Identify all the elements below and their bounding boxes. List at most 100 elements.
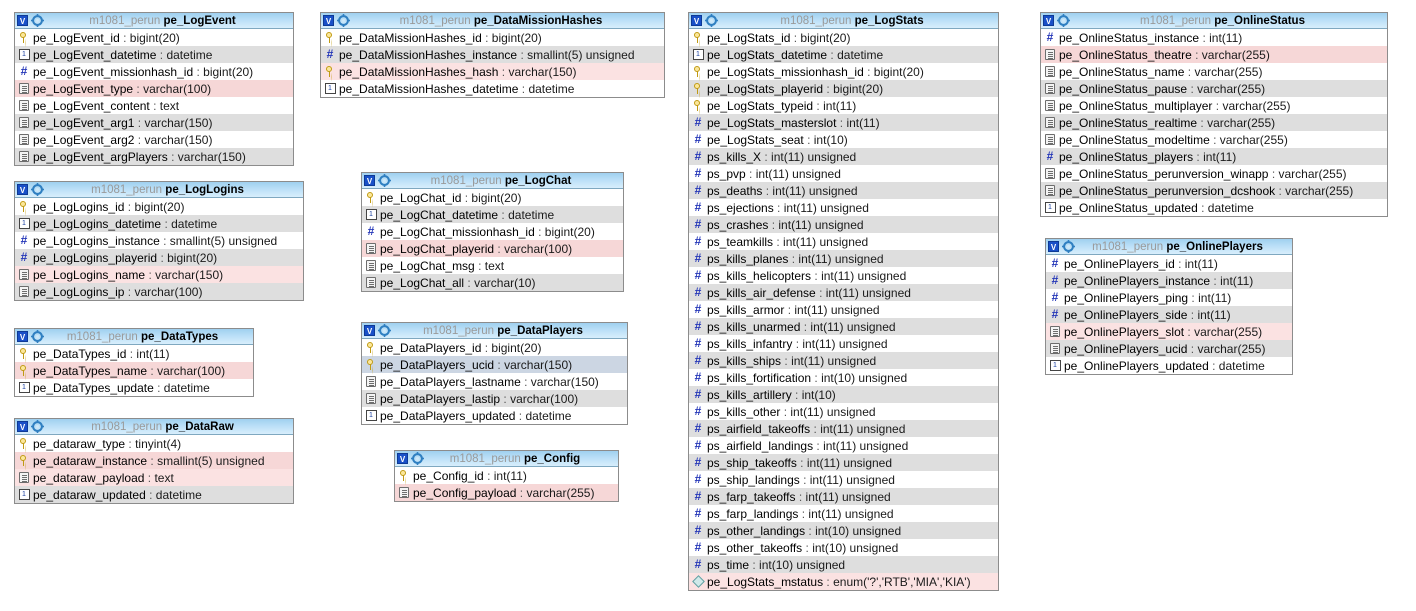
column-row[interactable]: # pe_OnlinePlayers_instance : int(11) <box>1046 272 1292 289</box>
column-row[interactable]: # ps_other_takeoffs : int(10) unsigned <box>689 539 998 556</box>
column-row[interactable]: # ps_kills_fortification : int(10) unsign… <box>689 369 998 386</box>
column-row[interactable]: pe_Config_payload : varchar(255) <box>395 484 618 501</box>
column-row[interactable]: pe_OnlineStatus_realtime : varchar(255) <box>1041 114 1387 131</box>
column-row[interactable]: pe_DataTypes_id : int(11) <box>15 345 253 362</box>
column-row[interactable]: pe_LogEvent_type : varchar(100) <box>15 80 293 97</box>
column-row[interactable]: pe_DataPlayers_lastname : varchar(150) <box>362 373 627 390</box>
column-row[interactable]: # pe_OnlineStatus_instance : int(11) <box>1041 29 1387 46</box>
column-row[interactable]: pe_LogStats_typeid : int(11) <box>689 97 998 114</box>
column-row[interactable]: pe_dataraw_type : tinyint(4) <box>15 435 293 452</box>
column-row[interactable]: 1 pe_LogLogins_datetime : datetime <box>15 215 303 232</box>
column-row[interactable]: pe_Config_id : int(11) <box>395 467 618 484</box>
gear-icon[interactable] <box>337 14 350 27</box>
column-row[interactable]: # pe_LogLogins_playerid : bigint(20) <box>15 249 303 266</box>
column-row[interactable]: # pe_OnlinePlayers_id : int(11) <box>1046 255 1292 272</box>
column-row[interactable]: 1 pe_dataraw_updated : datetime <box>15 486 293 503</box>
column-row[interactable]: pe_OnlineStatus_theatre : varchar(255) <box>1041 46 1387 63</box>
column-row[interactable]: pe_OnlinePlayers_slot : varchar(255) <box>1046 323 1292 340</box>
column-row[interactable]: pe_dataraw_instance : smallint(5) unsign… <box>15 452 293 469</box>
column-row[interactable]: pe_LogStats_id : bigint(20) <box>689 29 998 46</box>
gear-icon[interactable] <box>1057 14 1070 27</box>
gear-icon[interactable] <box>31 420 44 433</box>
column-row[interactable]: # ps_airfield_takeoffs : int(11) unsigned <box>689 420 998 437</box>
column-row[interactable]: # ps_ejections : int(11) unsigned <box>689 199 998 216</box>
column-row[interactable]: # ps_crashes : int(11) unsigned <box>689 216 998 233</box>
gear-icon[interactable] <box>378 174 391 187</box>
column-row[interactable]: pe_LogChat_all : varchar(10) <box>362 274 623 291</box>
column-row[interactable]: pe_DataTypes_name : varchar(100) <box>15 362 253 379</box>
gear-icon[interactable] <box>31 330 44 343</box>
column-row[interactable]: # ps_kills_X : int(11) unsigned <box>689 148 998 165</box>
column-row[interactable]: # ps_kills_unarmed : int(11) unsigned <box>689 318 998 335</box>
column-row[interactable]: pe_LogStats_missionhash_id : bigint(20) <box>689 63 998 80</box>
column-row[interactable]: pe_DataPlayers_ucid : varchar(150) <box>362 356 627 373</box>
column-row[interactable]: # pe_DataMissionHashes_instance : smallin… <box>321 46 664 63</box>
column-row[interactable]: pe_LogLogins_id : bigint(20) <box>15 198 303 215</box>
column-row[interactable]: pe_LogStats_mstatus : enum('?','RTB','MI… <box>689 573 998 590</box>
column-row[interactable]: pe_LogLogins_ip : varchar(100) <box>15 283 303 300</box>
column-row[interactable]: # ps_kills_other : int(11) unsigned <box>689 403 998 420</box>
column-row[interactable]: # ps_ship_landings : int(11) unsigned <box>689 471 998 488</box>
column-row[interactable]: pe_LogEvent_content : text <box>15 97 293 114</box>
column-row[interactable]: # pe_LogStats_masterslot : int(11) <box>689 114 998 131</box>
column-row[interactable]: pe_DataPlayers_lastip : varchar(100) <box>362 390 627 407</box>
column-row[interactable]: pe_LogStats_playerid : bigint(20) <box>689 80 998 97</box>
column-row[interactable]: pe_OnlineStatus_perunversion_dcshook : v… <box>1041 182 1387 199</box>
column-row[interactable]: pe_dataraw_payload : text <box>15 469 293 486</box>
column-row[interactable]: # ps_teamkills : int(11) unsigned <box>689 233 998 250</box>
column-row[interactable]: # pe_LogChat_missionhash_id : bigint(20) <box>362 223 623 240</box>
column-row[interactable]: # ps_kills_helicopters : int(11) unsigned <box>689 267 998 284</box>
column-row[interactable]: 1 pe_OnlineStatus_updated : datetime <box>1041 199 1387 216</box>
column-row[interactable]: # ps_farp_landings : int(11) unsigned <box>689 505 998 522</box>
column-row[interactable]: pe_DataMissionHashes_hash : varchar(150) <box>321 63 664 80</box>
column-row[interactable]: # ps_pvp : int(11) unsigned <box>689 165 998 182</box>
column-row[interactable]: # ps_other_landings : int(10) unsigned <box>689 522 998 539</box>
column-row[interactable]: pe_LogChat_playerid : varchar(100) <box>362 240 623 257</box>
column-row[interactable]: pe_LogEvent_id : bigint(20) <box>15 29 293 46</box>
column-row[interactable]: pe_LogEvent_arg2 : varchar(150) <box>15 131 293 148</box>
column-row[interactable]: 1 pe_LogChat_datetime : datetime <box>362 206 623 223</box>
column-row[interactable]: pe_LogChat_msg : text <box>362 257 623 274</box>
column-row[interactable]: # ps_airfield_landings : int(11) unsigned <box>689 437 998 454</box>
column-row[interactable]: 1 pe_OnlinePlayers_updated : datetime <box>1046 357 1292 374</box>
column-row[interactable]: # ps_kills_air_defense : int(11) unsigned <box>689 284 998 301</box>
column-row[interactable]: # ps_ship_takeoffs : int(11) unsigned <box>689 454 998 471</box>
column-row[interactable]: # pe_OnlinePlayers_side : int(11) <box>1046 306 1292 323</box>
column-row[interactable]: pe_DataMissionHashes_id : bigint(20) <box>321 29 664 46</box>
gear-icon[interactable] <box>1062 240 1075 253</box>
column-row[interactable]: pe_OnlinePlayers_ucid : varchar(255) <box>1046 340 1292 357</box>
column-row[interactable]: # pe_OnlinePlayers_ping : int(11) <box>1046 289 1292 306</box>
column-row[interactable]: # ps_deaths : int(11) unsigned <box>689 182 998 199</box>
column-row[interactable]: 1 pe_DataPlayers_updated : datetime <box>362 407 627 424</box>
column-row[interactable]: 1 pe_LogEvent_datetime : datetime <box>15 46 293 63</box>
column-row[interactable]: pe_OnlineStatus_modeltime : varchar(255) <box>1041 131 1387 148</box>
gear-icon[interactable] <box>31 14 44 27</box>
column-row[interactable]: pe_LogLogins_name : varchar(150) <box>15 266 303 283</box>
column-row[interactable]: # ps_kills_artillery : int(10) <box>689 386 998 403</box>
column-row[interactable]: 1 pe_DataTypes_update : datetime <box>15 379 253 396</box>
column-row[interactable]: # ps_kills_planes : int(11) unsigned <box>689 250 998 267</box>
column-row[interactable]: 1 pe_DataMissionHashes_datetime : datetim… <box>321 80 664 97</box>
column-row[interactable]: pe_OnlineStatus_multiplayer : varchar(25… <box>1041 97 1387 114</box>
column-row[interactable]: pe_DataPlayers_id : bigint(20) <box>362 339 627 356</box>
gear-icon[interactable] <box>705 14 718 27</box>
column-row[interactable]: # pe_LogEvent_missionhash_id : bigint(20) <box>15 63 293 80</box>
column-row[interactable]: pe_OnlineStatus_name : varchar(255) <box>1041 63 1387 80</box>
column-row[interactable]: pe_OnlineStatus_pause : varchar(255) <box>1041 80 1387 97</box>
